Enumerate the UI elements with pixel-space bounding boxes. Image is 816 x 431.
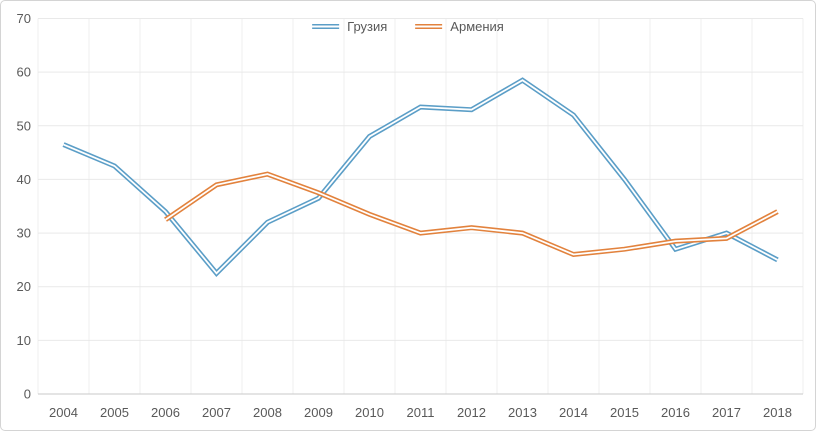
legend-label-georgia: Грузия <box>347 19 388 34</box>
series-line-armenia <box>164 171 779 258</box>
x-axis-tick-label: 2008 <box>253 405 282 420</box>
legend: Грузия Армения <box>312 20 504 33</box>
legend-swatch-georgia <box>312 24 340 29</box>
y-axis-tick-label: 40 <box>17 172 31 187</box>
x-axis-tick-label: 2010 <box>355 405 384 420</box>
x-axis-tick-label: 2015 <box>610 405 639 420</box>
series-line-armenia-inner <box>164 173 778 256</box>
legend-item-georgia[interactable]: Грузия <box>312 20 387 33</box>
x-axis-tick-label: 2011 <box>407 405 435 420</box>
x-axis-tick-label: 2004 <box>49 405 78 420</box>
x-axis-tick-label: 2012 <box>457 405 486 420</box>
legend-swatch-armenia <box>415 24 443 29</box>
y-axis-tick-label: 20 <box>17 279 31 294</box>
y-axis-tick-label: 30 <box>17 226 31 241</box>
x-axis-tick-label: 2018 <box>763 405 792 420</box>
y-axis-tick-label: 60 <box>17 65 31 80</box>
y-axis-tick-label: 50 <box>17 118 31 133</box>
x-axis-tick-label: 2005 <box>100 405 129 420</box>
y-axis-tick-label: 70 <box>17 11 31 26</box>
x-axis-tick-label: 2009 <box>304 405 333 420</box>
x-axis-tick-label: 2006 <box>151 405 180 420</box>
series-line-georgia-inner <box>63 79 778 275</box>
x-axis-tick-label: 2007 <box>202 405 231 420</box>
x-axis-tick-label: 2014 <box>559 405 588 420</box>
x-axis-tick-label: 2016 <box>661 405 690 420</box>
y-axis-tick-label: 10 <box>17 333 31 348</box>
x-axis-tick-label: 2013 <box>508 405 537 420</box>
legend-label-armenia: Армения <box>450 19 504 34</box>
legend-item-armenia[interactable]: Армения <box>415 20 504 33</box>
y-axis-tick-label: 0 <box>24 387 31 402</box>
x-axis-tick-label: 2017 <box>712 405 741 420</box>
